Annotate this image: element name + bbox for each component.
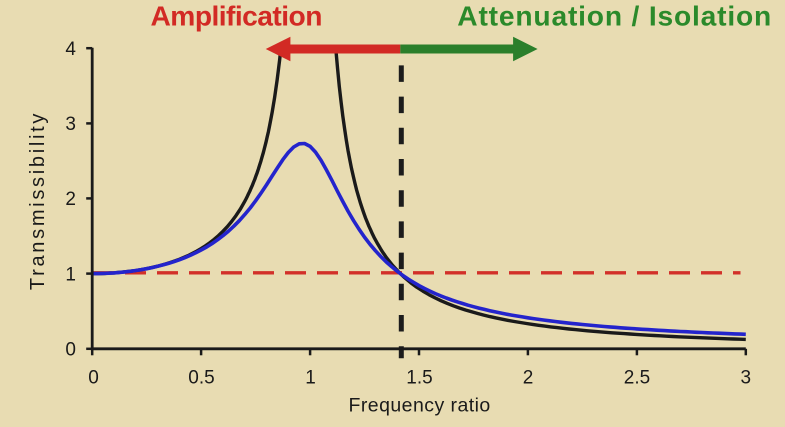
- svg-text:1: 1: [305, 368, 316, 389]
- svg-text:Transmissibility: Transmissibility: [27, 111, 49, 290]
- svg-text:0: 0: [88, 368, 99, 389]
- svg-text:1: 1: [65, 264, 76, 285]
- svg-text:0.5: 0.5: [188, 368, 214, 389]
- svg-text:3: 3: [65, 114, 76, 135]
- svg-text:4: 4: [65, 39, 76, 60]
- svg-text:0: 0: [65, 340, 76, 361]
- svg-text:Amplification: Amplification: [151, 0, 322, 32]
- svg-text:2.5: 2.5: [624, 368, 650, 389]
- svg-text:1.5: 1.5: [406, 368, 432, 389]
- svg-text:Attenuation / Isolation: Attenuation / Isolation: [457, 0, 772, 32]
- svg-text:Frequency ratio: Frequency ratio: [348, 395, 490, 417]
- svg-text:2: 2: [65, 189, 76, 210]
- svg-text:3: 3: [741, 368, 752, 389]
- svg-text:2: 2: [523, 368, 534, 389]
